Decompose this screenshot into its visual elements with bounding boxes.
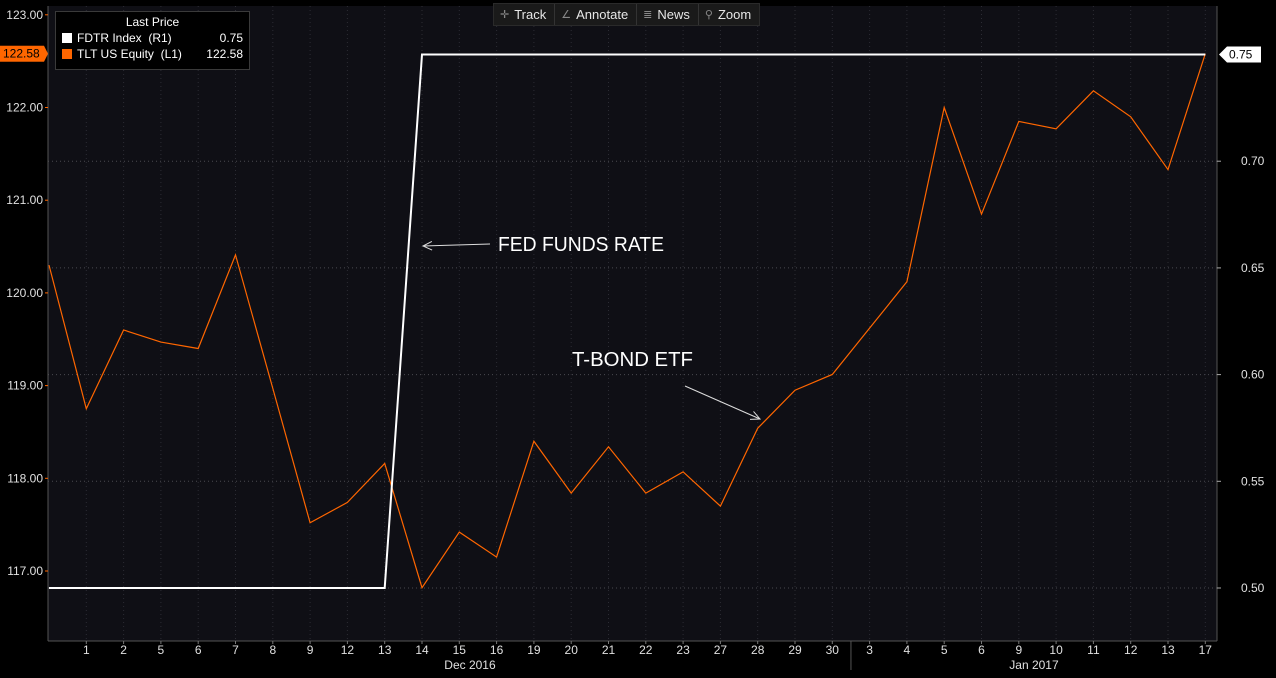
pencil-icon: ∠ <box>561 9 572 21</box>
legend-swatch-fdtr <box>62 33 72 43</box>
x-tick-label: 2 <box>120 643 127 657</box>
chart-toolbar: ✛ Track ∠ Annotate ≣ News ⚲ Zoom <box>493 3 761 26</box>
plot-area <box>48 6 1217 641</box>
news-button[interactable]: ≣ News <box>637 4 699 25</box>
chart-legend: Last Price FDTR Index (R1) 0.75 TLT US E… <box>55 11 250 70</box>
legend-item-fdtr: FDTR Index (R1) 0.75 <box>56 30 249 46</box>
x-tick-label: 8 <box>269 643 276 657</box>
x-tick-label: 19 <box>527 643 541 657</box>
left-tick-label: 120.00 <box>6 286 43 300</box>
fed-funds-annotation: FED FUNDS RATE <box>498 234 664 256</box>
x-tick-label: 7 <box>232 643 239 657</box>
t-bond-annotation: T-BOND ETF <box>572 349 693 371</box>
x-tick-label: 6 <box>978 643 985 657</box>
right-tick-label: 0.65 <box>1241 261 1265 275</box>
left-tick-label: 117.00 <box>7 564 43 578</box>
x-tick-label: 9 <box>307 643 314 657</box>
last-value-label-right: 0.75 <box>1229 48 1253 62</box>
x-tick-label: 1 <box>83 643 90 657</box>
legend-item-tlt: TLT US Equity (L1) 122.58 <box>56 46 249 62</box>
legend-label-tlt: TLT US Equity (L1) <box>77 47 182 61</box>
x-tick-label: 28 <box>751 643 765 657</box>
right-tick-label: 0.55 <box>1241 474 1265 488</box>
x-tick-label: 5 <box>158 643 165 657</box>
x-tick-label: 22 <box>639 643 653 657</box>
x-tick-label: 13 <box>378 643 392 657</box>
x-tick-label: 23 <box>676 643 690 657</box>
left-tick-label: 118.00 <box>7 471 43 485</box>
x-tick-label: 13 <box>1161 643 1175 657</box>
fed-funds-arrow-head <box>421 240 433 251</box>
legend-swatch-tlt <box>62 49 72 59</box>
last-value-tag-left-arrow <box>44 45 48 62</box>
left-tick-label: 121.00 <box>6 193 43 207</box>
x-tick-label: 12 <box>341 643 355 657</box>
x-tick-label: 10 <box>1049 643 1063 657</box>
legend-value-tlt: 122.58 <box>206 47 243 61</box>
x-tick-label: 15 <box>453 643 467 657</box>
t-bond-arrow <box>684 385 761 420</box>
x-tick-label: 9 <box>1015 643 1022 657</box>
x-tick-label: 4 <box>904 643 911 657</box>
x-tick-label: 21 <box>602 643 616 657</box>
magnifier-icon: ⚲ <box>704 9 713 21</box>
x-tick-label: 16 <box>490 643 504 657</box>
x-month-label-jan: Jan 2017 <box>1009 658 1059 672</box>
zoom-button[interactable]: ⚲ Zoom <box>704 7 752 22</box>
last-value-tag-left <box>0 45 44 62</box>
x-tick-label: 3 <box>866 643 873 657</box>
x-tick-label: 30 <box>826 643 840 657</box>
x-month-label-dec: Dec 2016 <box>444 658 496 672</box>
t-bond-arrow-head <box>749 411 762 420</box>
x-tick-label: 5 <box>941 643 948 657</box>
right-tick-label: 0.70 <box>1241 154 1265 168</box>
right-tick-label: 0.60 <box>1241 368 1265 382</box>
legend-title: Last Price <box>125 15 180 29</box>
legend-value-fdtr: 0.75 <box>219 31 243 45</box>
series-line-tlt <box>48 53 1206 590</box>
fed-funds-arrow <box>422 243 491 247</box>
x-tick-label: 6 <box>195 643 202 657</box>
track-button[interactable]: ✛ Track <box>494 4 556 25</box>
x-tick-label: 11 <box>1087 643 1100 657</box>
x-tick-label: 20 <box>565 643 579 657</box>
right-tick-label: 0.50 <box>1241 581 1265 595</box>
x-tick-label: 14 <box>415 643 429 657</box>
legend-label-fdtr: FDTR Index (R1) <box>77 31 172 45</box>
x-tick-label: 27 <box>714 643 728 657</box>
news-icon: ≣ <box>643 9 653 21</box>
last-value-tag-right <box>1219 46 1261 63</box>
x-tick-label: 12 <box>1124 643 1138 657</box>
crosshair-icon: ✛ <box>500 9 510 21</box>
last-value-label-left: 122.58 <box>3 47 40 61</box>
left-tick-label: 119.00 <box>7 379 43 393</box>
x-tick-label: 17 <box>1199 643 1213 657</box>
x-tick-label: 29 <box>788 643 802 657</box>
left-tick-label: 123.00 <box>6 8 43 22</box>
annotate-button[interactable]: ∠ Annotate <box>555 4 638 25</box>
left-tick-label: 122.00 <box>6 101 43 115</box>
series-line-fdtr <box>49 53 1206 589</box>
